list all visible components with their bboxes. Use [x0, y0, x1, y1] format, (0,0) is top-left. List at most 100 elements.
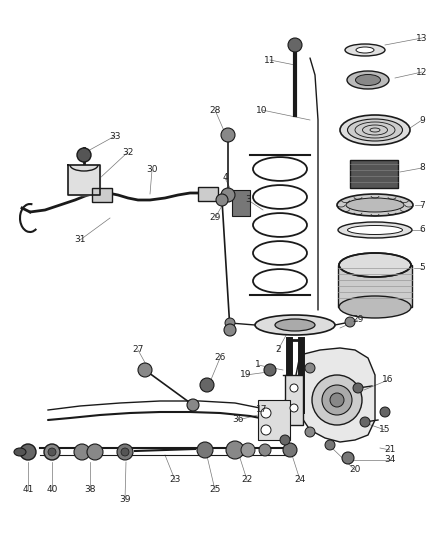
- Text: 29: 29: [209, 214, 220, 222]
- Text: 6: 6: [418, 225, 424, 235]
- Circle shape: [321, 385, 351, 415]
- Circle shape: [121, 448, 129, 456]
- Ellipse shape: [254, 315, 334, 335]
- Ellipse shape: [344, 44, 384, 56]
- Bar: [231, 190, 249, 216]
- Circle shape: [48, 448, 56, 456]
- Circle shape: [240, 443, 254, 457]
- Circle shape: [261, 408, 270, 418]
- Circle shape: [138, 363, 152, 377]
- Circle shape: [341, 452, 353, 464]
- Text: 26: 26: [214, 353, 225, 362]
- Text: 11: 11: [264, 55, 275, 64]
- Bar: [92, 188, 112, 202]
- Text: 39: 39: [119, 496, 131, 505]
- Ellipse shape: [355, 47, 373, 53]
- Ellipse shape: [346, 71, 388, 89]
- Ellipse shape: [336, 194, 412, 216]
- Ellipse shape: [14, 448, 26, 456]
- Bar: [284, 375, 302, 425]
- Circle shape: [223, 324, 236, 336]
- Circle shape: [200, 378, 213, 392]
- Text: 7: 7: [418, 200, 424, 209]
- Text: 21: 21: [383, 446, 395, 455]
- Circle shape: [77, 148, 91, 162]
- Circle shape: [44, 444, 60, 460]
- Text: 1: 1: [254, 360, 260, 369]
- Circle shape: [324, 440, 334, 450]
- Text: 33: 33: [109, 132, 120, 141]
- Text: 10: 10: [256, 106, 267, 115]
- Ellipse shape: [274, 319, 314, 331]
- Ellipse shape: [347, 119, 402, 141]
- Circle shape: [263, 364, 276, 376]
- Circle shape: [225, 318, 234, 328]
- Text: 32: 32: [122, 148, 134, 157]
- Text: 13: 13: [415, 34, 427, 43]
- Text: 4: 4: [222, 174, 227, 182]
- Text: 40: 40: [46, 486, 57, 495]
- Text: 15: 15: [378, 425, 390, 434]
- Circle shape: [283, 443, 297, 457]
- Ellipse shape: [345, 198, 403, 212]
- Text: 19: 19: [240, 370, 251, 379]
- Ellipse shape: [347, 225, 402, 235]
- Circle shape: [329, 393, 343, 407]
- Circle shape: [352, 383, 362, 393]
- Text: 23: 23: [169, 475, 180, 484]
- Bar: [337, 265, 411, 307]
- Circle shape: [279, 435, 290, 445]
- Text: 30: 30: [146, 166, 157, 174]
- Text: 5: 5: [418, 263, 424, 272]
- Circle shape: [304, 427, 314, 437]
- Text: 25: 25: [209, 486, 220, 495]
- Text: 22: 22: [241, 475, 252, 484]
- Circle shape: [187, 399, 198, 411]
- Ellipse shape: [355, 75, 380, 85]
- Text: 28: 28: [209, 106, 220, 115]
- Ellipse shape: [339, 115, 409, 145]
- Circle shape: [344, 317, 354, 327]
- Text: 17: 17: [256, 406, 267, 415]
- Ellipse shape: [338, 253, 410, 277]
- Circle shape: [290, 404, 297, 412]
- Ellipse shape: [337, 222, 411, 238]
- Text: 29: 29: [352, 316, 363, 325]
- Bar: [349, 160, 397, 188]
- Text: 38: 38: [84, 486, 95, 495]
- Circle shape: [117, 444, 133, 460]
- Circle shape: [215, 194, 227, 206]
- Circle shape: [379, 407, 389, 417]
- Text: 41: 41: [22, 486, 34, 495]
- Circle shape: [74, 444, 90, 460]
- Circle shape: [258, 444, 270, 456]
- Circle shape: [359, 417, 369, 427]
- Text: 8: 8: [418, 164, 424, 173]
- Text: 34: 34: [383, 456, 395, 464]
- Text: 31: 31: [74, 236, 85, 245]
- Text: 12: 12: [415, 68, 427, 77]
- Circle shape: [87, 444, 103, 460]
- Circle shape: [304, 363, 314, 373]
- Circle shape: [261, 425, 270, 435]
- Circle shape: [197, 442, 212, 458]
- Ellipse shape: [338, 296, 410, 318]
- Circle shape: [287, 38, 301, 52]
- Text: 9: 9: [418, 116, 424, 125]
- Text: 16: 16: [381, 376, 393, 384]
- Circle shape: [226, 441, 244, 459]
- Circle shape: [290, 384, 297, 392]
- Bar: [198, 187, 218, 201]
- Circle shape: [220, 188, 234, 202]
- Polygon shape: [68, 165, 100, 195]
- Text: 20: 20: [349, 465, 360, 474]
- Bar: [258, 400, 290, 440]
- Text: 24: 24: [294, 475, 305, 484]
- Polygon shape: [294, 348, 374, 442]
- Text: 36: 36: [232, 416, 243, 424]
- Circle shape: [311, 375, 361, 425]
- Circle shape: [20, 444, 36, 460]
- Circle shape: [220, 128, 234, 142]
- Text: 2: 2: [275, 345, 280, 354]
- Text: 27: 27: [132, 345, 143, 354]
